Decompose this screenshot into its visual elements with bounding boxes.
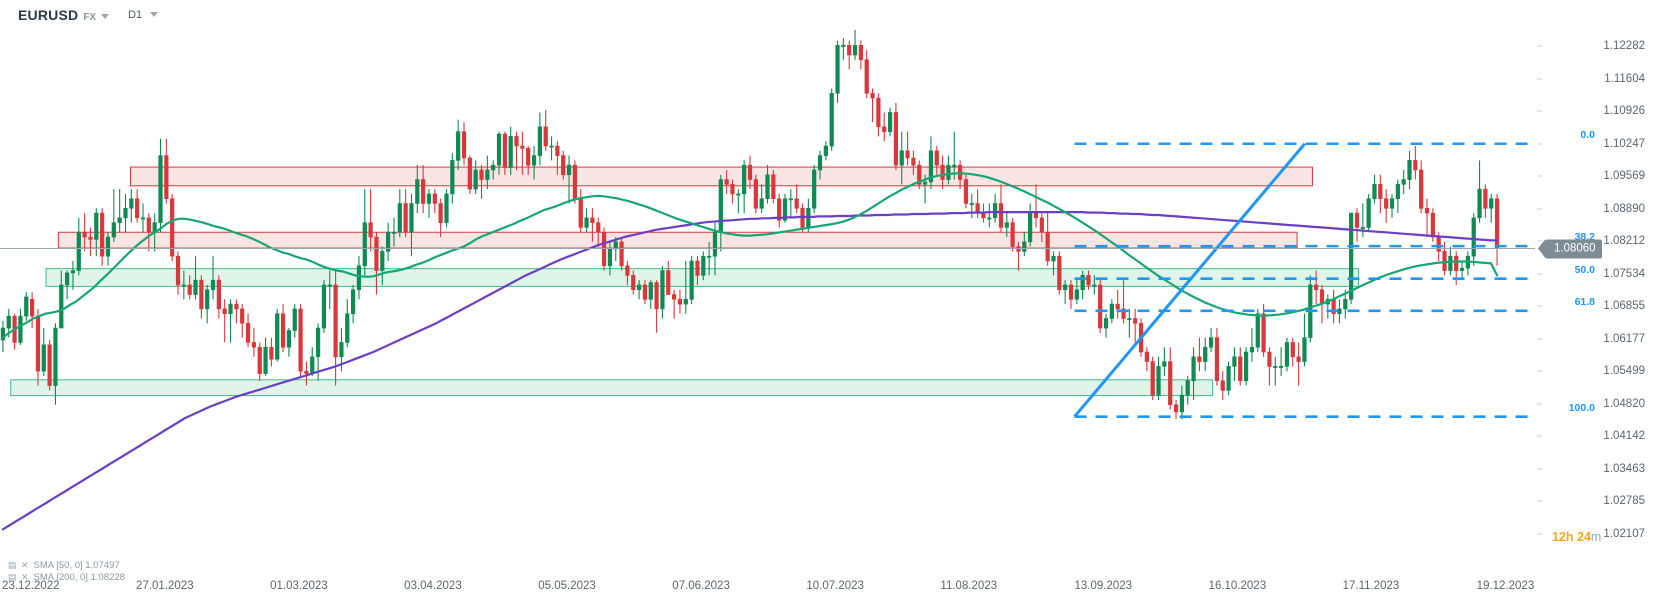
zone-demand[interactable]: [10, 379, 1214, 397]
price-axis-label: 1.04142: [1603, 430, 1645, 443]
price-axis-label: 1.10247: [1603, 137, 1645, 150]
indicator-settings-icon[interactable]: ▤ ✕: [8, 560, 30, 570]
price-axis-label: 1.07534: [1603, 267, 1645, 280]
fib-axis-label-0.0: 0.0: [1580, 128, 1595, 141]
symbol-name: EURUSD: [18, 7, 79, 23]
price-tick: [1537, 143, 1542, 145]
price-tick: [1537, 500, 1542, 502]
indicator-label: SMA [50, 0] 1.07497: [33, 560, 120, 571]
price-axis-label: 1.09569: [1603, 170, 1645, 183]
price-axis-label: 1.05499: [1603, 365, 1645, 378]
symbol-selector[interactable]: EURUSD FX: [18, 7, 110, 23]
time-axis[interactable]: 23.12.2022 27.01.2023 01.03.2023 03.04.2023…: [0, 550, 1653, 614]
current-price-tag: 1.08060: [1538, 239, 1602, 259]
price-tick: [1537, 110, 1542, 112]
symbol-kind: FX: [83, 12, 97, 23]
price-axis-label: 1.02107: [1603, 527, 1645, 540]
chart-plot-area[interactable]: [0, 30, 1535, 550]
price-axis-label: 1.06177: [1603, 332, 1645, 345]
sma200-line: [1, 211, 1499, 531]
chevron-down-icon[interactable]: [101, 14, 110, 19]
time-axis-label: 03.04.2023: [404, 580, 462, 592]
time-axis-label: 01.03.2023: [270, 580, 328, 592]
price-axis-label: 1.08212: [1603, 235, 1645, 248]
price-tick: [1537, 403, 1542, 405]
countdown-value: 12h 24: [1552, 530, 1591, 544]
countdown-unit: m: [1590, 530, 1602, 544]
timeframe-selector[interactable]: D1: [128, 9, 159, 21]
price-tick: [1537, 175, 1542, 177]
time-axis-label: 10.07.2023: [806, 580, 864, 592]
indicator-settings-icon[interactable]: ▤ ✕: [8, 572, 30, 582]
time-axis-label: 13.09.2023: [1074, 580, 1133, 592]
time-axis-label: 27.01.2023: [136, 580, 194, 592]
price-axis[interactable]: 1.12282 1.11604 1.10926 1.10247 1.09569 1.088…: [1535, 30, 1653, 550]
price-tick: [1537, 533, 1542, 535]
price-axis-label: 1.10926: [1603, 105, 1645, 118]
price-tick: [1537, 208, 1542, 210]
price-tick: [1537, 45, 1542, 47]
price-tick: [1537, 273, 1542, 275]
indicator-legend-row[interactable]: ▤ ✕ SMA [200, 0] 1.08228: [8, 572, 125, 583]
time-axis-label: 23.12.2022: [2, 580, 60, 592]
chevron-down-icon[interactable]: [150, 11, 159, 17]
time-axis-label: 11.08.2023: [940, 580, 998, 592]
time-axis-label: 17.11.2023: [1342, 580, 1400, 592]
price-axis-label: 1.12282: [1603, 40, 1645, 53]
fib-axis-label-50.0: 50.0: [1574, 263, 1595, 276]
price-tick: [1537, 468, 1542, 470]
fib-axis-label-61.8: 61.8: [1574, 295, 1595, 308]
price-tick: [1537, 435, 1542, 437]
time-axis-label: 07.06.2023: [672, 580, 730, 592]
price-tick: [1537, 338, 1542, 340]
price-axis-label: 1.02785: [1603, 495, 1645, 508]
candle-series: [0, 30, 1500, 420]
fib-axis-label-100.0: 100.0: [1568, 401, 1595, 414]
price-tick: [1537, 305, 1542, 307]
chart-toolbar: EURUSD FX D1: [0, 0, 1653, 30]
bar-countdown: 12h 24m: [1552, 530, 1601, 544]
time-axis-label: 19.12.2023: [1476, 580, 1535, 592]
time-axis-label: 05.05.2023: [538, 580, 596, 592]
price-axis-label: 1.11604: [1604, 72, 1645, 85]
trendline[interactable]: [1073, 142, 1306, 418]
indicator-legend-row[interactable]: ▤ ✕ SMA [50, 0] 1.07497: [8, 560, 120, 571]
price-axis-label: 1.04820: [1603, 397, 1645, 410]
price-axis-label: 1.06855: [1603, 300, 1645, 313]
timeframe-label: D1: [128, 9, 143, 21]
price-axis-label: 1.08890: [1603, 202, 1645, 215]
price-tick: [1537, 370, 1542, 372]
price-axis-label: 1.03463: [1603, 462, 1645, 475]
indicator-label: SMA [200, 0] 1.08228: [33, 572, 125, 583]
price-tick: [1537, 78, 1542, 80]
candlestick-svg: [0, 30, 1535, 531]
sma50-line: [1, 172, 1499, 339]
time-axis-label: 16.10.2023: [1208, 580, 1267, 592]
